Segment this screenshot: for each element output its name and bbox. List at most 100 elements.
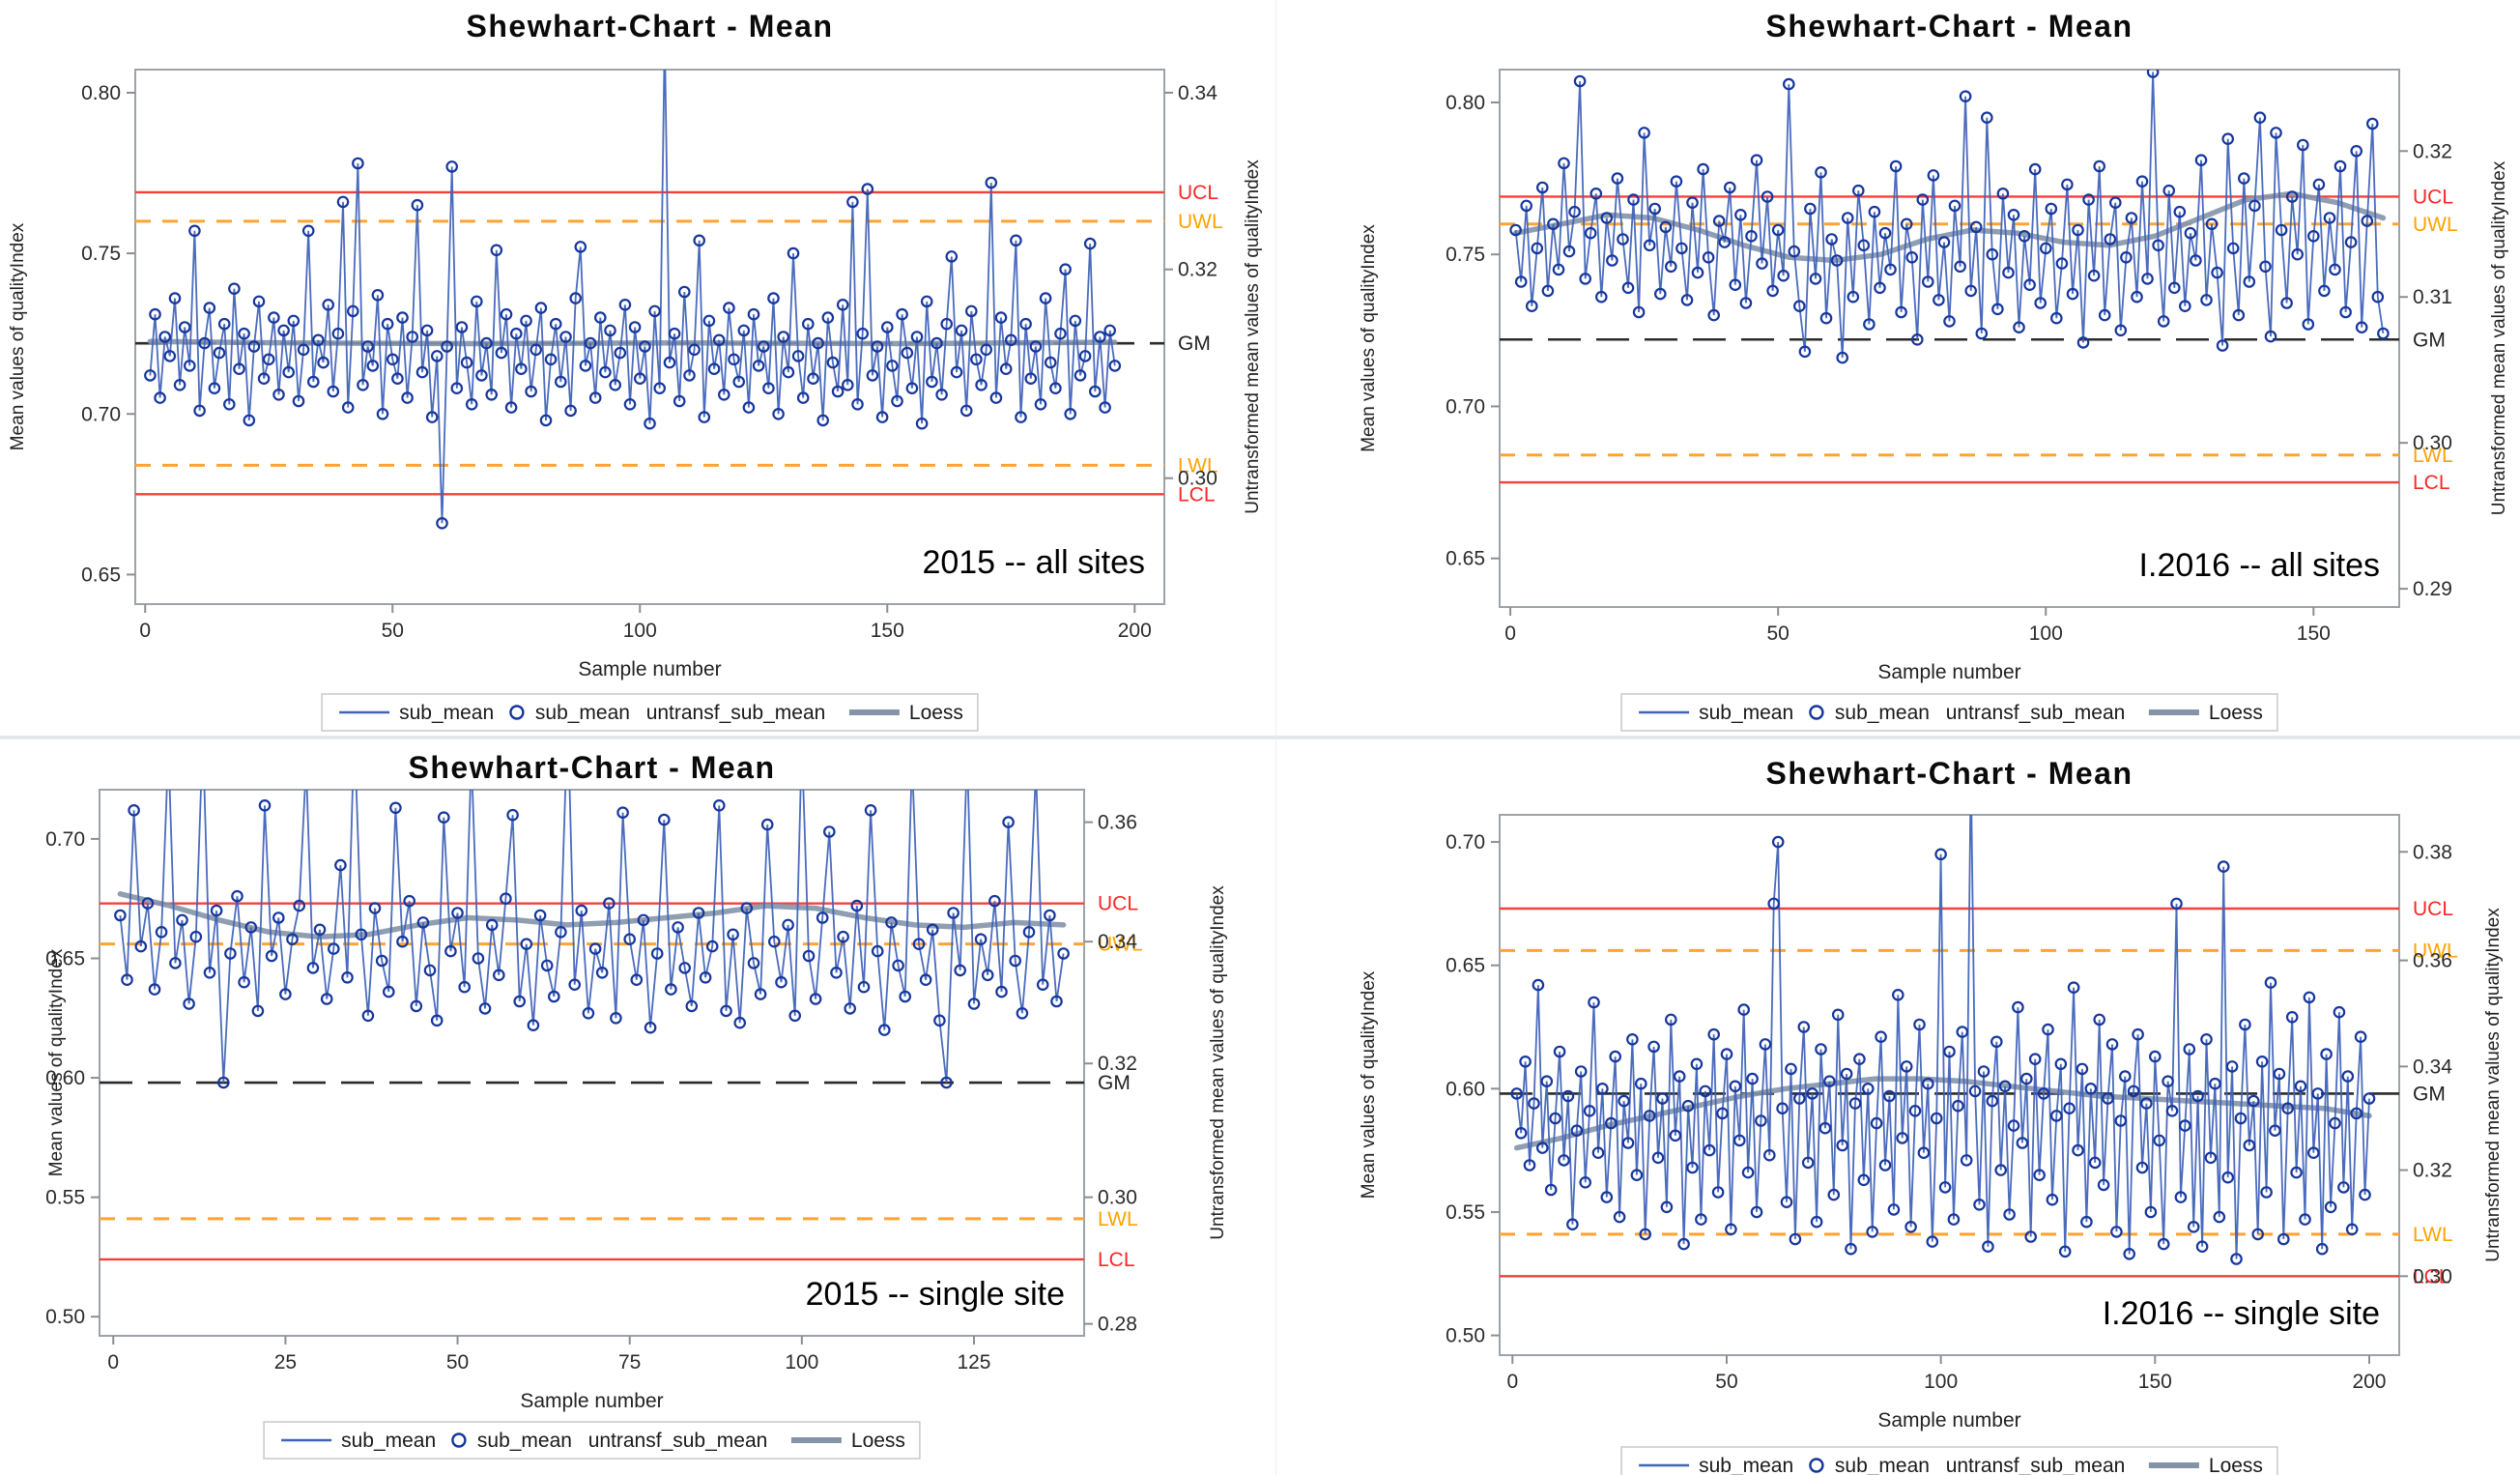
data-point-marker [1771, 223, 1785, 237]
data-point-marker [500, 892, 512, 905]
data-point-marker [1634, 1077, 1647, 1090]
data-point-marker [1766, 284, 1779, 298]
data-point-marker [2063, 1102, 2076, 1114]
data-point-marker [1875, 1030, 1887, 1043]
legend-item-label: untransf_sub_mean [1946, 1455, 2126, 1475]
data-point-marker [1798, 345, 1812, 359]
chart-title: Shewhart-Chart - Mean [467, 9, 834, 43]
data-point-marker [1707, 1027, 1720, 1041]
data-point-marker [2110, 1226, 2123, 1238]
data-point-marker [2093, 1013, 2105, 1027]
control-line-label-lwl: LWL [1178, 454, 1218, 477]
data-point-marker [2028, 1053, 2042, 1065]
legend-item-label: sub_mean [1699, 1455, 1793, 1475]
data-point-marker [272, 911, 285, 924]
data-point-marker [1896, 1132, 1908, 1144]
data-point-marker [1584, 226, 1597, 240]
data-point-marker [967, 998, 981, 1010]
x-tick-label: 100 [2029, 622, 2063, 645]
y-axis-label-left: Mean values of qualityIndex [1359, 970, 1379, 1199]
data-point-marker [1544, 1183, 1558, 1197]
data-point-marker [401, 391, 414, 404]
data-point-marker [2195, 1240, 2209, 1253]
data-point-marker [2355, 321, 2368, 333]
data-point-marker [2076, 1062, 2089, 1076]
data-point-marker [2178, 1119, 2191, 1132]
control-line-label-lwl: LWL [1098, 1208, 1138, 1230]
data-point-marker [1525, 300, 1538, 312]
data-point-marker [1964, 284, 1977, 298]
data-point-marker [2080, 1215, 2093, 1229]
y-tick-label-right: 0.32 [2413, 1160, 2452, 1182]
data-point-marker [584, 336, 597, 350]
data-point-marker [2178, 300, 2191, 312]
data-point-marker [1996, 188, 2010, 200]
data-point-marker [2152, 239, 2164, 252]
data-point-marker [653, 382, 666, 394]
data-point-marker [495, 346, 508, 360]
data-point-marker [650, 947, 664, 960]
data-point-marker [1930, 1112, 1943, 1125]
data-point-marker [2061, 178, 2074, 191]
data-point-marker [173, 378, 186, 391]
chart-title: Shewhart-Chart - Mean [409, 750, 776, 785]
data-point-marker [472, 952, 485, 965]
data-point-marker [685, 999, 699, 1013]
data-point-marker [2237, 172, 2250, 185]
data-point-marker [1627, 193, 1640, 206]
data-point-marker [1653, 287, 1667, 301]
data-point-marker [1669, 1129, 1682, 1142]
data-point-marker [747, 307, 760, 321]
data-point-marker [317, 356, 329, 369]
data-point-marker [1718, 236, 1732, 248]
data-point-marker [940, 317, 953, 331]
data-point-marker [1977, 1065, 1990, 1078]
data-point-marker [2087, 269, 2101, 282]
data-point-marker [189, 930, 203, 943]
y-tick-label-right: 0.30 [1178, 468, 1217, 490]
control-line-label-uwl: UWL [1098, 934, 1143, 956]
data-point-marker [945, 250, 959, 263]
data-point-marker [520, 938, 533, 950]
data-point-marker [357, 378, 369, 391]
data-point-marker [2162, 1075, 2174, 1087]
data-point-marker [623, 397, 637, 411]
legend-box [1620, 1446, 2278, 1475]
data-point-marker [1680, 294, 1694, 306]
data-point-marker [1792, 300, 1806, 312]
x-tick-label: 0 [1504, 622, 1516, 645]
data-point-marker [2123, 1247, 2135, 1260]
data-point-marker [836, 298, 849, 311]
control-line-label-gm: GM [2413, 1083, 2446, 1105]
data-point-marker [926, 375, 938, 389]
data-point-marker [231, 889, 243, 903]
data-point-marker [361, 340, 374, 353]
data-point-marker [1520, 199, 1533, 213]
data-point-marker [361, 1009, 375, 1023]
data-point-marker [2281, 1102, 2294, 1114]
x-tick-label: 100 [623, 620, 657, 642]
data-point-marker [238, 327, 250, 340]
data-point-marker [707, 362, 721, 375]
data-point-marker [616, 806, 629, 819]
data-point-marker [2329, 1116, 2341, 1130]
data-point-marker [801, 317, 815, 331]
data-point-marker [2162, 184, 2175, 197]
data-point-marker [628, 321, 642, 333]
data-point-marker [1044, 909, 1056, 922]
data-point-marker [252, 295, 266, 308]
data-point-marker [885, 916, 898, 929]
data-point-marker [1523, 1159, 1536, 1171]
panel-separator-horizontal [0, 736, 2520, 739]
data-point-marker [2098, 308, 2111, 322]
data-point-marker [2184, 226, 2197, 240]
data-point-marker [830, 967, 843, 979]
data-point-marker [807, 372, 819, 385]
y-tick-label-right: 0.32 [1178, 259, 1217, 281]
data-point-marker [861, 183, 874, 195]
x-tick-label: 150 [2138, 1371, 2172, 1393]
data-point-marker [1857, 239, 1871, 252]
data-point-marker [777, 331, 789, 343]
chart-svg-bottom-right: UCL UWL GM LWL LCL 0 50 100 150 200 0.70 0.65 0.60 0.… [1359, 756, 2504, 1475]
x-tick-label: 25 [274, 1351, 297, 1374]
